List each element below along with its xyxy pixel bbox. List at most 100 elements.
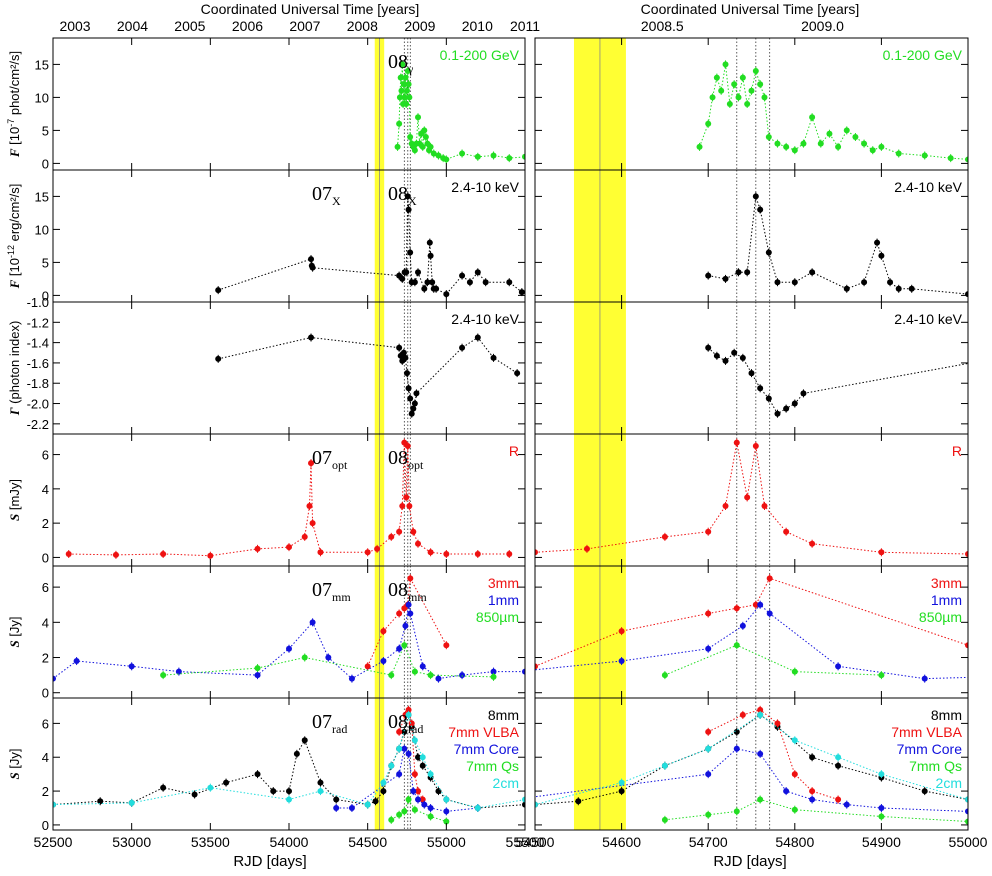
series-line [53,712,525,809]
y-axis-label: S [mJy] [7,479,22,521]
data-point [766,575,773,582]
data-point [215,287,222,294]
x-tick-label: 54800 [775,834,814,850]
y-axis-label: Γ (photon index) [7,321,22,417]
flare-annotation: 07mm [312,579,351,604]
data-point [522,801,525,808]
x-tick-label: 55000 [949,834,988,850]
data-point [878,813,885,820]
legend-entry: 7mm Qs [909,758,962,774]
data-point [618,628,625,635]
data-point [705,645,712,652]
data-point [401,745,408,752]
data-point [506,155,513,162]
data-point [443,551,450,557]
bottom-axis-label-left: RJD [days] [233,853,306,870]
data-point [411,279,418,286]
series-group [215,192,525,299]
data-point [739,354,746,361]
flare-annotation: 08γ [388,51,414,76]
series-group [696,60,968,164]
top-year-label: 2009.0 [801,18,844,34]
data-point [535,801,538,808]
data-point [191,791,198,798]
data-point [921,788,928,795]
data-point [752,443,759,449]
data-point [405,706,412,713]
data-point [309,619,316,626]
data-point [618,788,625,795]
data-point [757,796,764,803]
panel-2-right: 2.4-10 keV [534,169,969,303]
data-point [223,779,230,786]
data-point [293,750,300,757]
series-group [394,60,525,164]
data-point [433,285,440,292]
legend-entry: 7mm Core [454,741,520,757]
y-tick-label: 2 [42,784,49,799]
data-point [404,193,411,200]
data-point [396,528,403,535]
data-point [333,796,340,803]
data-point [791,737,798,744]
data-point [97,798,104,805]
x-tick-label: 55500 [506,834,545,850]
y-tick-label: 2 [42,651,49,666]
data-point [359,797,365,803]
data-point [396,771,403,778]
data-point [835,143,842,150]
data-point [739,622,746,629]
data-point [809,754,816,761]
data-point [744,101,751,107]
data-point [878,252,885,259]
flare-annotation: 08X [388,183,417,208]
data-point [333,805,340,811]
data-point [308,256,315,263]
data-point [364,663,371,670]
data-point [415,540,422,547]
data-point [254,672,261,679]
legend-entry: R [952,443,962,459]
data-point [757,81,764,88]
y-tick-label: 4 [42,615,49,630]
data-point [404,68,411,74]
data-point [474,551,481,557]
data-point [411,147,418,154]
data-point [309,520,316,527]
data-point [359,805,365,811]
series-group [359,705,968,826]
series-line [664,798,968,822]
legend-entry: 0.1-200 GeV [883,47,963,63]
data-point [852,134,859,140]
y-tick-label: 5 [42,123,49,138]
data-point [427,252,434,259]
panel-1-left: 0 5 10 15 0.1-200 GeV 08γ [35,37,526,171]
data-point [380,779,387,786]
data-point [474,334,481,341]
legend-entry: 2cm [493,775,519,791]
data-point [835,762,842,769]
data-point [965,818,968,825]
data-point [254,771,261,778]
data-point [766,610,773,617]
data-point [809,796,816,803]
data-point [397,74,404,81]
data-point [791,400,798,407]
legend-entry: 850µm [476,609,519,625]
data-point [843,127,850,134]
data-point [696,143,703,150]
data-point [733,745,740,752]
data-point [317,549,324,556]
data-point [809,788,816,795]
data-point [424,279,431,286]
data-point [402,354,409,361]
y-tick-label: 6 [42,448,49,463]
data-point [722,61,729,68]
data-point [752,193,759,200]
data-point [705,120,712,127]
data-point [522,796,525,803]
data-point [474,269,481,276]
top-axis-title-left: Coordinated Universal Time [years] [201,1,420,17]
top-year-label: 2009 [404,18,435,34]
series-group [65,438,513,560]
